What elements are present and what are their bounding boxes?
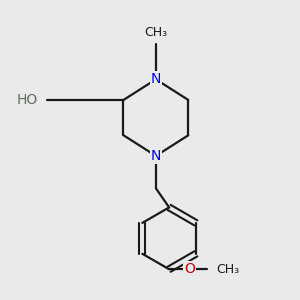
Text: CH₃: CH₃: [144, 26, 167, 39]
Text: HO: HO: [17, 93, 38, 107]
Text: CH₃: CH₃: [216, 263, 239, 276]
Text: N: N: [151, 149, 161, 163]
Text: N: N: [151, 72, 161, 86]
Text: O: O: [184, 262, 195, 276]
